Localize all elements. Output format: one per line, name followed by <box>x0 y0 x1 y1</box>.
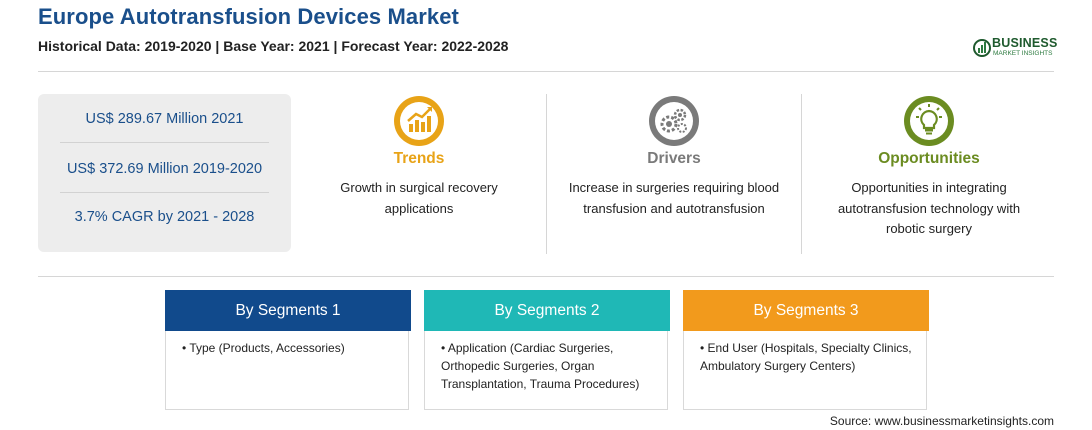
stat-market-size-2021: US$ 289.67 Million 2021 <box>85 111 244 127</box>
gears-icon <box>649 96 699 146</box>
lightbulb-icon <box>904 96 954 146</box>
drivers-title: Drivers <box>647 150 701 167</box>
logo-tagline: MARKET INSIGHTS <box>993 50 1053 57</box>
stat-cagr: 3.7% CAGR by 2021 - 2028 <box>74 209 255 225</box>
header-divider <box>38 71 1054 72</box>
opportunities-description: Opportunities in integrating autotransfu… <box>837 180 1021 236</box>
brand-logo: BUSINESS MARKET INSIGHTS <box>972 36 1062 62</box>
segment-card-2: By Segments 2 • Application (Cardiac Sur… <box>424 290 670 410</box>
column-divider <box>546 94 547 254</box>
trends-title: Trends <box>393 150 445 167</box>
stat-market-size-historical: US$ 372.69 Million 2019-2020 <box>66 161 263 177</box>
section-divider <box>38 276 1054 277</box>
source-credit: Source: www.businessmarketinsights.com <box>829 414 1054 428</box>
segment-card-1: By Segments 1 • Type (Products, Accessor… <box>165 290 411 410</box>
logo-name: BUSINESS <box>992 36 1058 50</box>
segment-2-body: • Application (Cardiac Surgeries, Orthop… <box>441 341 640 391</box>
segment-3-header: By Segments 3 <box>683 290 929 331</box>
page-title: Europe Autotransfusion Devices Market <box>38 4 459 29</box>
segment-1-header: By Segments 1 <box>165 290 411 331</box>
stat-divider <box>60 142 269 143</box>
column-divider <box>801 94 802 254</box>
segment-1-body: • Type (Products, Accessories) <box>182 341 345 355</box>
trends-description: Growth in surgical recovery applications <box>340 180 498 216</box>
segment-card-3: By Segments 3 • End User (Hospitals, Spe… <box>683 290 929 410</box>
page-subtitle: Historical Data: 2019-2020 | Base Year: … <box>38 38 509 54</box>
opportunities-title: Opportunities <box>878 150 980 167</box>
stat-divider <box>60 192 269 193</box>
drivers-description: Increase in surgeries requiring blood tr… <box>568 180 780 216</box>
segment-2-header: By Segments 2 <box>424 290 670 331</box>
logo-mark-icon <box>973 39 991 57</box>
stats-panel: US$ 289.67 Million 2021 US$ 372.69 Milli… <box>38 94 291 252</box>
growth-chart-icon <box>394 96 444 146</box>
segment-3-body: • End User (Hospitals, Specialty Clinics… <box>700 341 912 373</box>
